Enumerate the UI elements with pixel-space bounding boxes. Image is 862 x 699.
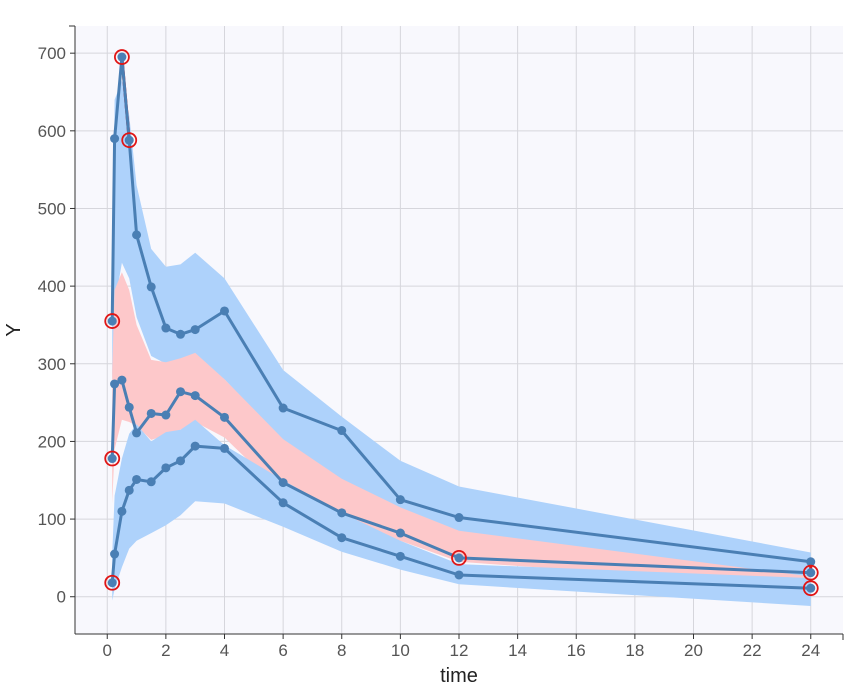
lower-percentile-interval-band [112,419,811,606]
median-point [190,391,200,401]
y-tick-label: 0 [57,588,66,607]
y-tick-label: 500 [38,199,66,218]
median-point [337,508,347,518]
median-point [161,410,171,420]
x-tick-label: 18 [625,641,644,660]
median-point [117,375,127,385]
lower-percentile-point [110,549,120,559]
x-tick-label: 24 [801,641,820,660]
x-tick-label: 6 [278,641,287,660]
lower-percentile-point [806,583,816,593]
y-tick-label: 600 [38,122,66,141]
upper-percentile-point [146,282,156,292]
upper-percentile-point [454,513,464,523]
median-point [176,387,186,397]
lower-percentile-point [107,578,117,588]
upper-percentile-point [117,52,127,62]
outlier-markers [104,49,819,597]
lower-percentile-point [161,463,171,473]
x-tick-label: 8 [337,641,346,660]
median-point [132,428,142,438]
median-point [454,553,464,563]
x-tick-label: 12 [450,641,469,660]
x-axis-title: time [440,665,478,687]
upper-percentile-point [132,230,142,240]
upper-percentile-point [176,329,186,339]
outlier-marker [114,49,130,65]
median-point [146,408,156,418]
lower-percentile-point [395,551,405,561]
median-point [107,454,117,464]
lower-percentile-point [132,474,142,484]
x-tick-label: 2 [161,641,170,660]
y-axis-title: Y [3,323,25,336]
series-points [107,52,816,593]
upper-percentile-point [107,316,117,326]
x-tick-label: 20 [684,641,703,660]
x-tick-label: 16 [567,641,586,660]
lower-percentile-point [124,485,134,495]
confidence-bands [112,80,811,606]
median-point [278,478,288,488]
y-tick-label: 400 [38,277,66,296]
upper-percentile-point [161,323,171,333]
axes: 0 2 4 6 8 10 12 14 16 18 20 22 240100200300400500600… [38,25,844,660]
upper-percentile-point [110,134,120,144]
outlier-marker [802,580,819,597]
outlier-marker [104,574,121,591]
upper-percentile-point [337,426,347,436]
x-tick-label: 22 [743,641,762,660]
lower-percentile-point [454,570,464,580]
median-interval-band [112,272,811,587]
median-point [124,402,134,412]
x-tick-label: 10 [391,641,410,660]
y-tick-label: 300 [38,355,66,374]
outlier-marker [451,550,467,566]
x-tick-label: 4 [220,641,229,660]
lower-percentile-point [337,533,347,543]
y-tick-label: 100 [38,510,66,529]
y-tick-label: 700 [38,44,66,63]
y-tick-label: 200 [38,432,66,451]
outlier-marker [104,313,121,329]
median-point [806,568,816,578]
upper-percentile-point [124,135,134,145]
upper-percentile-point [278,403,288,413]
upper-percentile-interval-band [112,80,811,579]
outlier-marker [104,450,121,467]
outlier-marker [121,132,138,149]
median-point [395,528,405,538]
lower-percentile-point [278,498,288,508]
upper-percentile-point [190,325,200,335]
x-tick-label: 0 [103,641,112,660]
lower-percentile-point [176,456,186,466]
outlier-marker [802,564,819,581]
x-tick-label: 14 [508,641,527,660]
median-point [110,379,120,389]
lower-percentile-point [117,506,127,516]
lower-percentile-point [190,441,200,451]
upper-percentile-point [395,495,405,505]
lower-percentile-point [146,477,156,487]
upper-percentile-point [219,306,229,316]
upper-percentile-point [806,557,816,567]
median-point [219,412,229,422]
lower-percentile-point [219,443,229,453]
